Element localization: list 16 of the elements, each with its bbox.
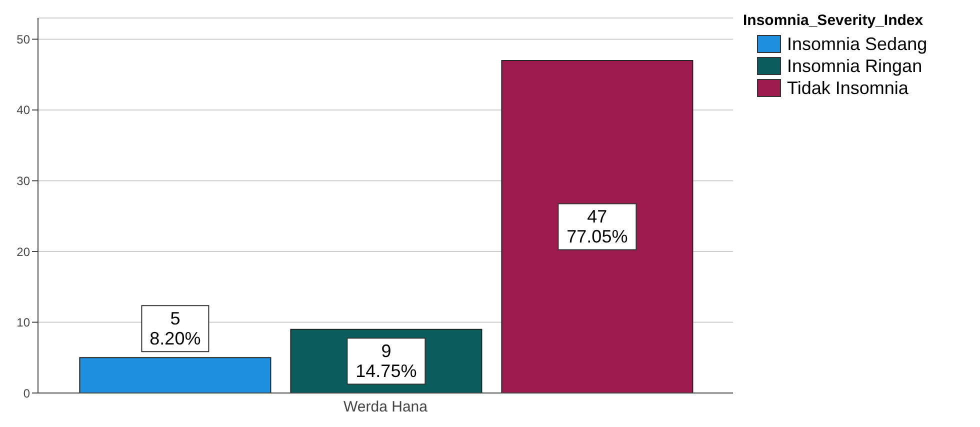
y-tick-label: 20 bbox=[16, 244, 30, 259]
data-label: 5 8.20% bbox=[150, 308, 201, 349]
legend-label: Insomnia Sedang bbox=[787, 34, 928, 54]
y-tick-label: 30 bbox=[16, 174, 30, 188]
y-tick-label: 0 bbox=[23, 386, 30, 400]
legend-label: Insomnia Ringan bbox=[787, 56, 922, 76]
data-label: 9 14.75% bbox=[356, 341, 417, 382]
x-tick-label: Werda Hana bbox=[344, 398, 428, 416]
legend-title: Insomnia_Severity_Index bbox=[743, 12, 924, 29]
bar bbox=[79, 357, 272, 393]
y-tick-label: 40 bbox=[16, 103, 30, 118]
legend-label: Tidak Insomnia bbox=[787, 78, 908, 98]
y-tick-label: 50 bbox=[16, 32, 30, 46]
bar bbox=[501, 60, 694, 393]
data-label: 47 77.05% bbox=[566, 206, 628, 247]
y-tick-label: 10 bbox=[16, 316, 30, 330]
